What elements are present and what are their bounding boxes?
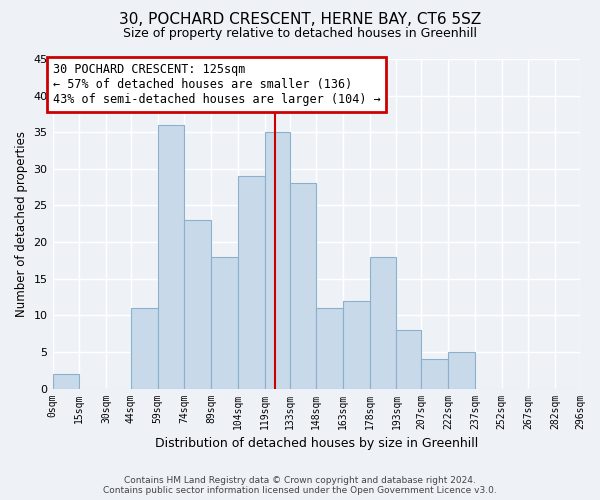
X-axis label: Distribution of detached houses by size in Greenhill: Distribution of detached houses by size … — [155, 437, 478, 450]
Text: 30 POCHARD CRESCENT: 125sqm
← 57% of detached houses are smaller (136)
43% of se: 30 POCHARD CRESCENT: 125sqm ← 57% of det… — [53, 62, 380, 106]
Bar — [158, 125, 184, 388]
Bar — [211, 256, 238, 388]
Text: Size of property relative to detached houses in Greenhill: Size of property relative to detached ho… — [123, 28, 477, 40]
Bar — [343, 300, 370, 388]
Bar — [316, 308, 343, 388]
Y-axis label: Number of detached properties: Number of detached properties — [15, 131, 28, 317]
Bar — [370, 256, 397, 388]
Bar — [290, 184, 316, 388]
Bar — [448, 352, 475, 389]
Text: 30, POCHARD CRESCENT, HERNE BAY, CT6 5SZ: 30, POCHARD CRESCENT, HERNE BAY, CT6 5SZ — [119, 12, 481, 28]
Bar — [397, 330, 421, 388]
Bar — [53, 374, 79, 388]
Text: Contains HM Land Registry data © Crown copyright and database right 2024.
Contai: Contains HM Land Registry data © Crown c… — [103, 476, 497, 495]
Bar — [421, 360, 448, 388]
Bar — [265, 132, 290, 388]
Bar — [131, 308, 158, 388]
Bar — [184, 220, 211, 388]
Bar — [238, 176, 265, 388]
